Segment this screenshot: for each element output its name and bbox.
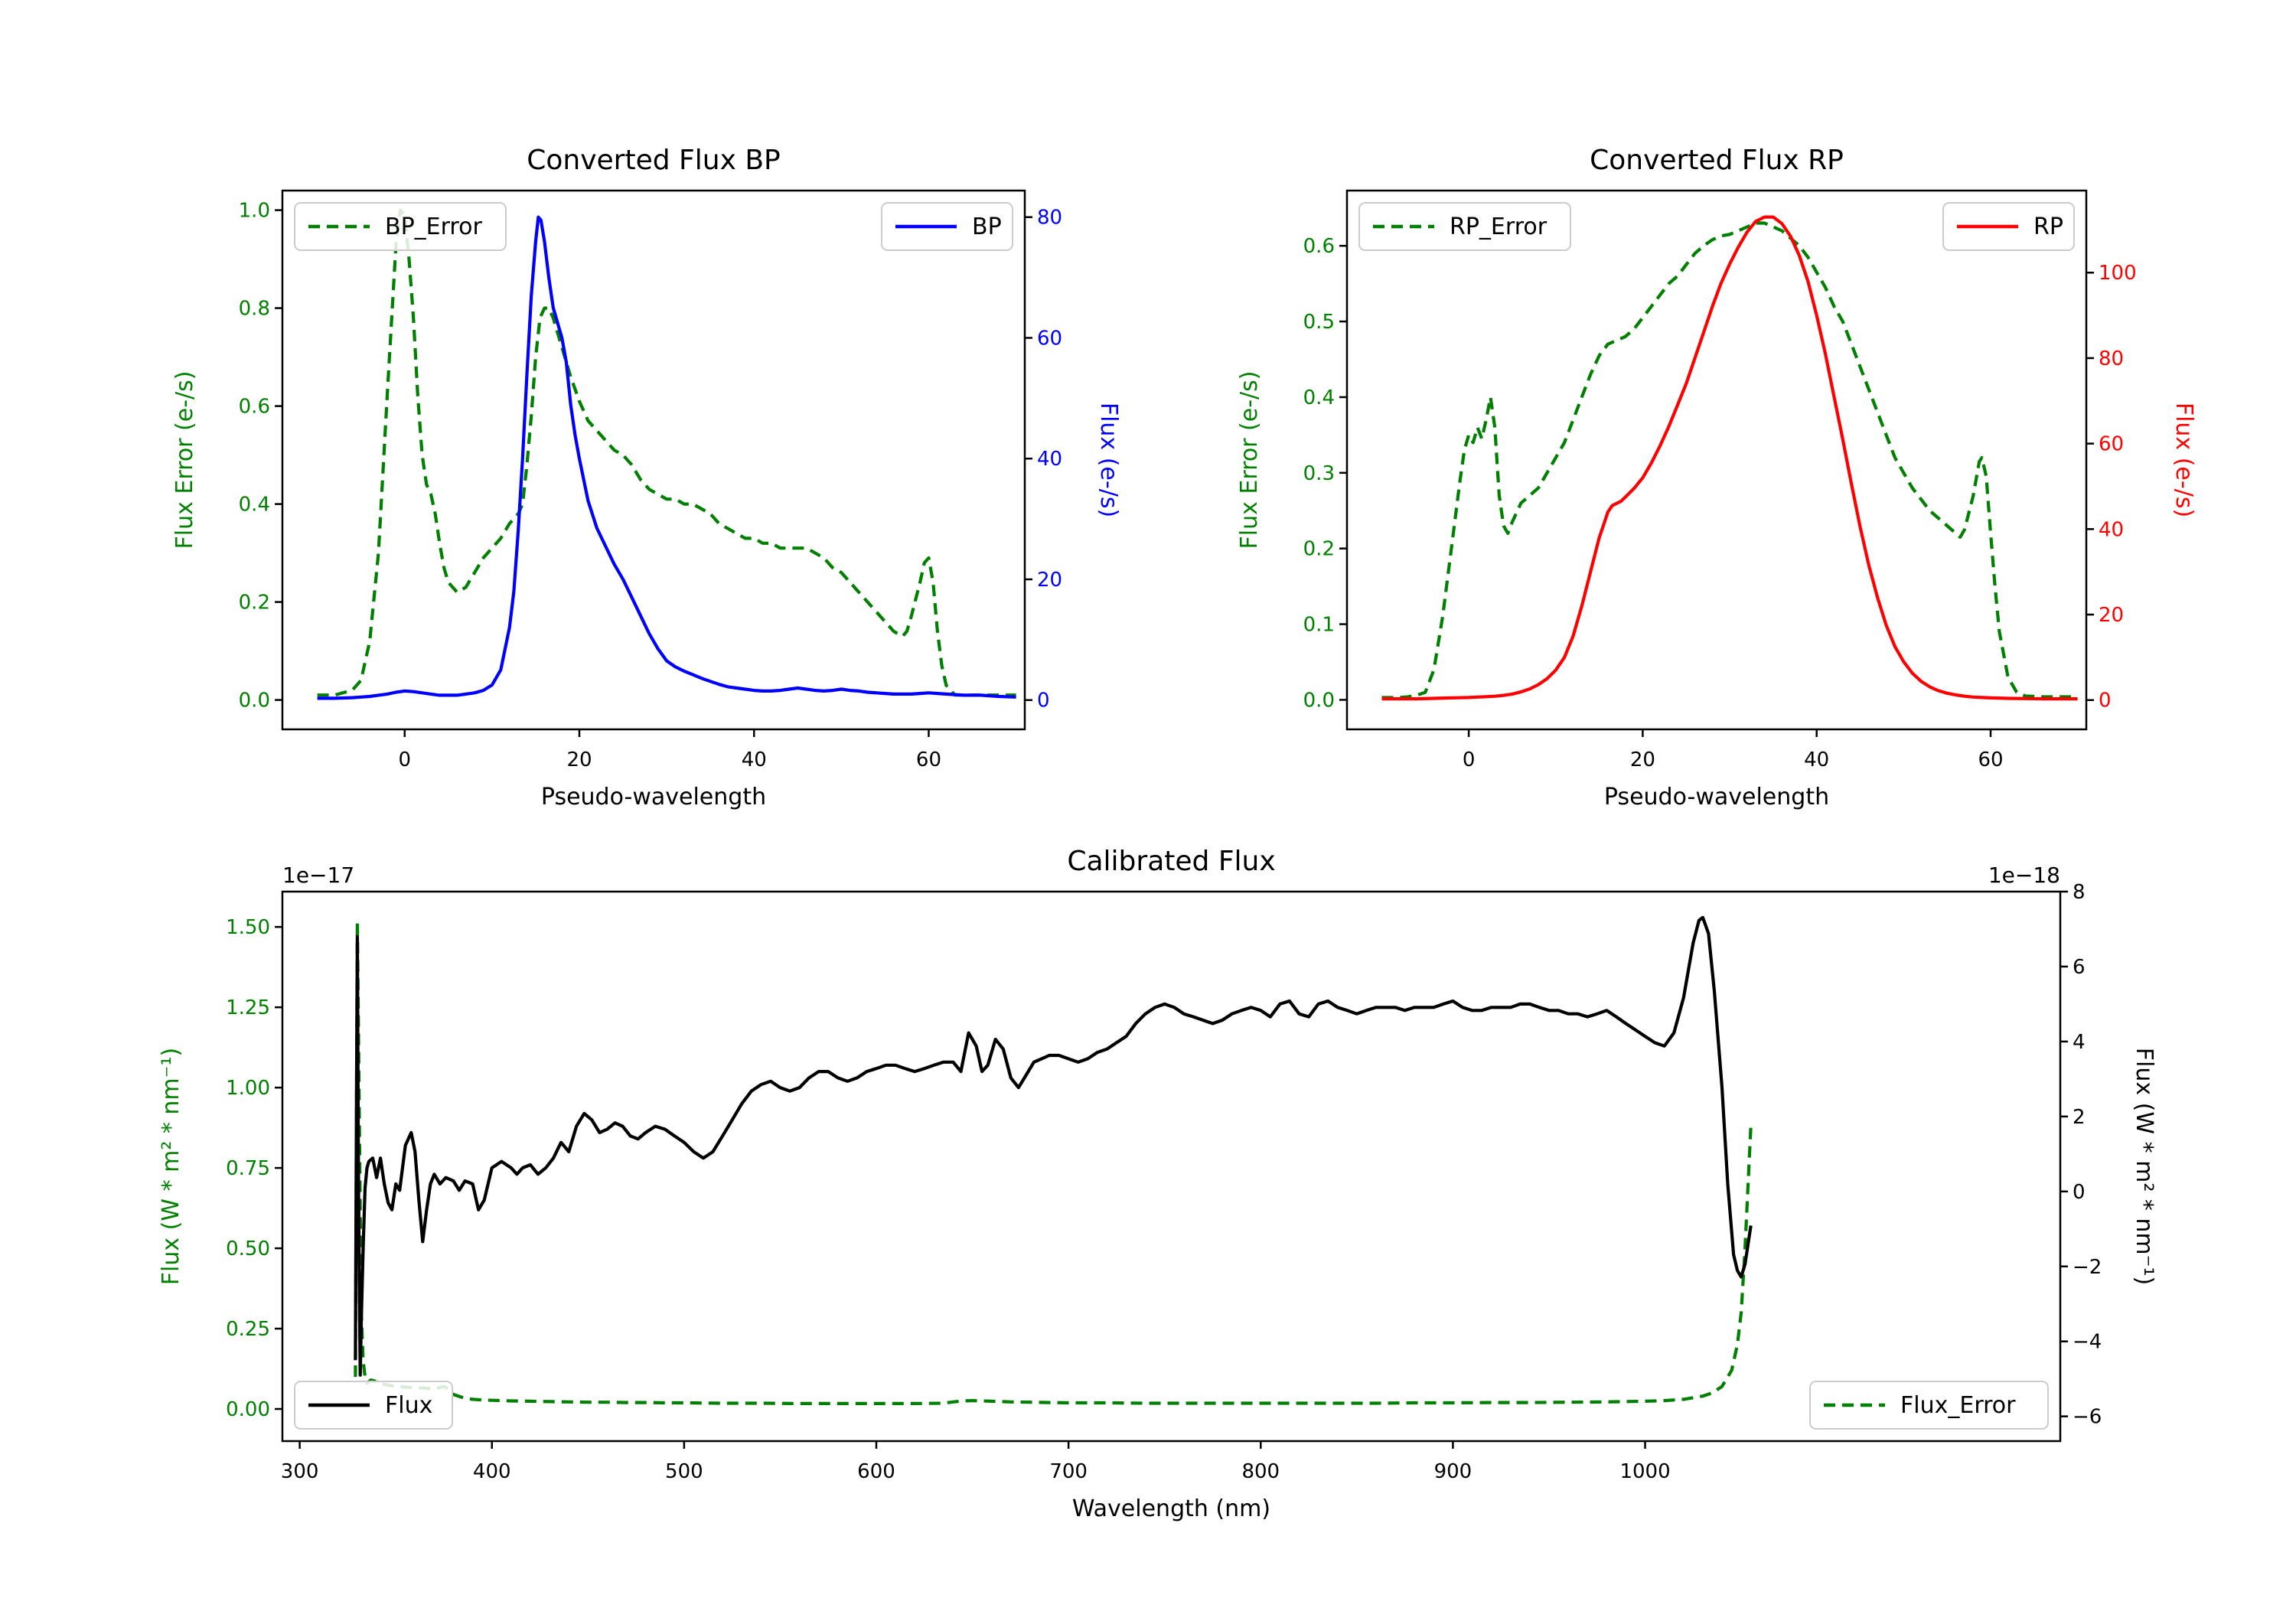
x-tick-label: 1000	[1619, 1460, 1670, 1483]
legend-label: Flux	[385, 1392, 432, 1419]
left-axis-offset: 1e−17	[282, 863, 354, 888]
chart-title: Converted Flux BP	[527, 145, 780, 176]
axes-spines	[281, 189, 1026, 731]
x-tick-label: 700	[1049, 1460, 1088, 1483]
right-axis-offset: 1e−18	[1988, 863, 2060, 888]
x-tick-label: 500	[665, 1460, 703, 1483]
y-tick-label-left: 1.00	[226, 1077, 270, 1100]
y-tick-label-right: 6	[2073, 956, 2086, 979]
y-tick-label-right: 80	[2099, 347, 2124, 370]
y-tick-label-left: 0.5	[1303, 311, 1335, 334]
axes-spines	[281, 890, 2062, 1443]
y-tick-label-left: 0.1	[1303, 614, 1335, 637]
y-tick-label-left: 0.50	[226, 1238, 270, 1260]
y-tick-label-left: 0.00	[226, 1398, 270, 1421]
legend-label: RP	[2033, 214, 2063, 240]
y-axis-label-right: Flux (e-/s)	[1095, 403, 1122, 517]
y-tick-label-right: 2	[2073, 1106, 2086, 1129]
legend-label: Flux_Error	[1900, 1392, 2016, 1419]
y-tick-label-left: 0.0	[239, 690, 270, 713]
y-tick-label-left: 0.0	[1303, 689, 1335, 712]
series-Flux_Error	[354, 918, 1753, 1405]
x-axis-label: Pseudo-wavelength	[1604, 784, 1829, 810]
x-tick-label: 300	[281, 1460, 319, 1483]
chart-calibrated-flux: 300 400 500 600 700 800 900 1000 0.00 0.25 0.50 0.7…	[158, 846, 2157, 1522]
chart-converted-flux-rp: 0 20 40 60 0.0 0.1 0.2 0.3 0.4 0.5 0.6 0 20 40 60 80 100…	[1236, 145, 2197, 810]
y-tick-label-right: −6	[2073, 1406, 2102, 1429]
series-RP	[1381, 215, 2078, 701]
x-tick-label: 20	[1630, 748, 1655, 771]
series-Flux	[354, 915, 1753, 1377]
legend-RP: RP	[1942, 202, 2075, 251]
y-tick-label-left: 1.25	[226, 996, 270, 1019]
y-tick-label-left: 0.2	[239, 592, 270, 615]
y-tick-label-left: 0.3	[1303, 462, 1335, 485]
series-BP	[317, 215, 1016, 700]
chart-converted-flux-bp: 0 20 40 60 0.0 0.2 0.4 0.6 0.8 1.0 0 20 40 60 80 Pseudo…	[171, 145, 1122, 810]
x-tick-label: 800	[1241, 1460, 1280, 1483]
y-tick-label-right: 80	[1037, 207, 1062, 230]
y-tick-label-left: 0.4	[239, 494, 270, 517]
y-axis-label-right: Flux (W * m² * nm⁻¹)	[2131, 1048, 2157, 1285]
y-axis-label-right: Flux (e-/s)	[2170, 403, 2197, 517]
x-axis-label: Pseudo-wavelength	[541, 784, 766, 810]
legend-Flux: Flux	[294, 1381, 453, 1430]
y-tick-label-left: 1.0	[239, 200, 270, 223]
x-tick-label: 60	[1978, 748, 2003, 771]
y-tick-label-right: 20	[2099, 604, 2124, 627]
y-tick-label-right: 0	[2099, 690, 2112, 713]
x-tick-label: 40	[1804, 748, 1829, 771]
legend-box	[1358, 202, 1571, 251]
y-tick-label-right: 40	[1037, 448, 1062, 471]
legend-box	[294, 202, 507, 251]
legend-box	[1809, 1381, 2049, 1430]
x-tick-label: 60	[916, 748, 941, 771]
axes-spines	[1345, 189, 2088, 731]
y-tick-label-left: 0.4	[1303, 386, 1335, 409]
y-axis-label-left: Flux Error (e-/s)	[1236, 371, 1263, 550]
y-tick-label-right: 0	[1037, 690, 1050, 713]
legend-label: RP_Error	[1450, 214, 1548, 240]
y-tick-label-right: 60	[2099, 433, 2124, 456]
y-tick-label-right: −2	[2073, 1256, 2102, 1279]
x-tick-label: 0	[1463, 748, 1476, 771]
y-tick-label-left: 0.6	[1303, 235, 1335, 258]
y-tick-label-left: 0.25	[226, 1318, 270, 1341]
legend-label: BP	[972, 214, 1002, 240]
y-tick-label-right: −4	[2073, 1331, 2102, 1354]
series-RP_Error	[1381, 221, 2078, 700]
y-tick-label-right: 8	[2073, 881, 2086, 904]
legend-label: BP_Error	[385, 214, 482, 240]
series-BP_Error	[317, 208, 1016, 697]
y-axis-label-left: Flux Error (e-/s)	[171, 371, 198, 550]
x-axis-label: Wavelength (nm)	[1072, 1495, 1270, 1522]
y-tick-label-right: 60	[1037, 327, 1062, 350]
legend-Flux_Error: Flux_Error	[1809, 1381, 2049, 1430]
legend-BP: BP	[881, 202, 1013, 251]
y-tick-label-right: 100	[2099, 262, 2137, 285]
y-tick-label-right: 40	[2099, 518, 2124, 541]
x-tick-label: 400	[473, 1460, 511, 1483]
chart-title: Calibrated Flux	[1067, 846, 1275, 877]
legend-RP_Error: RP_Error	[1358, 202, 1571, 251]
legend-BP_Error: BP_Error	[294, 202, 507, 251]
y-tick-label-left: 0.8	[239, 298, 270, 321]
x-tick-label: 900	[1434, 1460, 1473, 1483]
x-tick-label: 0	[398, 748, 411, 771]
x-tick-label: 600	[857, 1460, 895, 1483]
legend-box	[294, 1381, 453, 1430]
x-tick-label: 20	[566, 748, 592, 771]
y-tick-label-right: 4	[2073, 1031, 2086, 1054]
chart-title: Converted Flux RP	[1590, 145, 1844, 176]
x-tick-label: 40	[742, 748, 767, 771]
y-axis-label-left: Flux (W * m² * nm⁻¹)	[158, 1048, 184, 1285]
y-tick-label-right: 0	[2073, 1181, 2086, 1204]
y-tick-label-left: 0.6	[239, 396, 270, 419]
y-tick-label-left: 0.2	[1303, 538, 1335, 561]
y-tick-label-left: 1.50	[226, 916, 270, 939]
y-tick-label-right: 20	[1037, 569, 1062, 592]
y-tick-label-left: 0.75	[226, 1157, 270, 1180]
